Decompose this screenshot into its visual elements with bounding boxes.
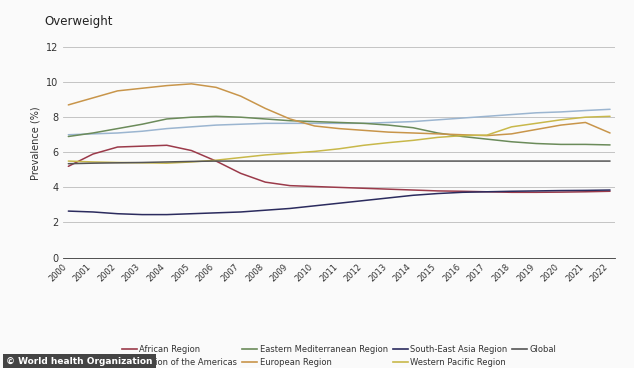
Text: Overweight: Overweight xyxy=(44,15,113,28)
Text: © World health Organization: © World health Organization xyxy=(6,357,153,366)
Y-axis label: Prevalence (%): Prevalence (%) xyxy=(30,107,41,180)
Legend: African Region, Region of the Americas, Eastern Mediterranean Region, European R: African Region, Region of the Americas, … xyxy=(118,342,560,368)
